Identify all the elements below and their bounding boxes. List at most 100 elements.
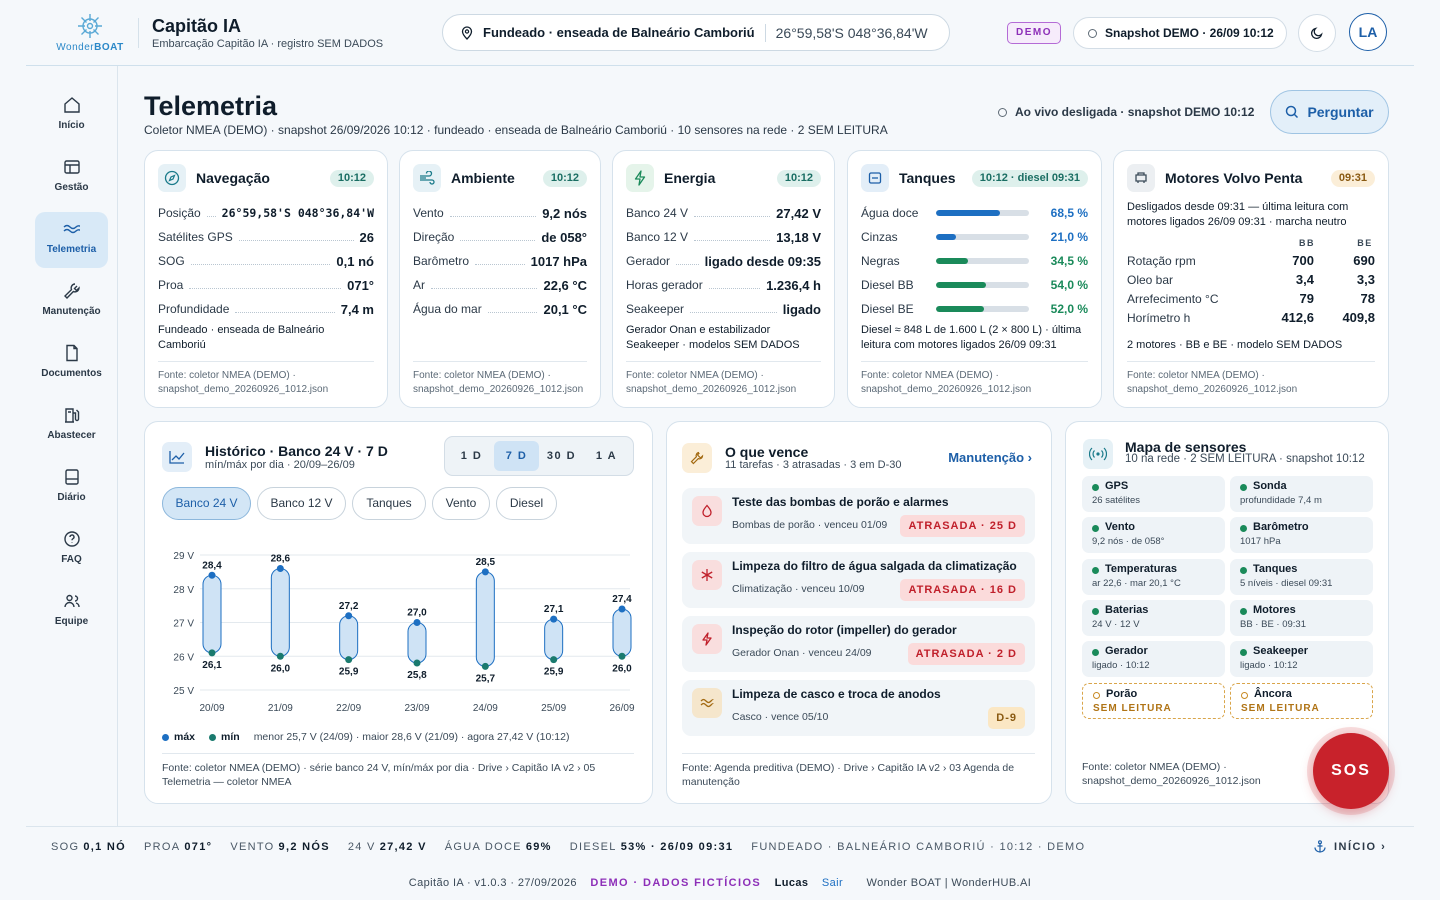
- tank-label: Cinzas: [861, 230, 898, 244]
- sidebar-item-documentos[interactable]: Documentos: [35, 336, 108, 392]
- sensor-value: SEM LEITURA: [1093, 702, 1172, 714]
- sensor-tile[interactable]: Vento 9,2 nós · de 058°: [1082, 517, 1225, 554]
- series-tab[interactable]: Banco 12 V: [257, 487, 346, 520]
- leader-dots: [431, 287, 538, 289]
- leader-dots: [238, 239, 354, 241]
- sensor-tile[interactable]: Motores BB · BE · 09:31: [1230, 599, 1373, 636]
- divider: [138, 18, 139, 48]
- tank-level-fill: [936, 234, 956, 240]
- series-tab[interactable]: Banco 24 V: [162, 487, 251, 520]
- row-label: Seakeeper: [626, 302, 685, 316]
- sidebar-item-faq[interactable]: FAQ: [35, 522, 108, 578]
- location-pill[interactable]: Fundeado · enseada de Balneário Camboriú…: [442, 14, 950, 51]
- broadcast-icon: [1083, 439, 1113, 469]
- status-dot: [1092, 484, 1099, 491]
- engine-bb-value: 700: [1292, 253, 1314, 268]
- sidebar-item-equipe[interactable]: Equipe: [35, 584, 108, 640]
- sensor-tile[interactable]: Tanques 5 níveis · diesel 09:31: [1230, 558, 1373, 595]
- task-item[interactable]: Limpeza do filtro de água salgada da cli…: [682, 552, 1035, 608]
- sensor-tile[interactable]: Seakeeper ligado · 10:12: [1230, 641, 1373, 678]
- card-header: Motores Volvo Penta 09:31: [1127, 164, 1375, 192]
- footer-user: Lucas: [774, 877, 809, 889]
- sos-button[interactable]: SOS: [1313, 733, 1389, 809]
- coordinates: 26°59,58'S 048°36,84'W: [775, 24, 928, 41]
- dark-mode-button[interactable]: [1298, 14, 1336, 52]
- tank-value: 52,0 %: [1050, 302, 1088, 316]
- task-item[interactable]: Limpeza de casco e troca de anodos Casco …: [682, 680, 1035, 736]
- card-note: Diesel ≈ 848 L de 1.600 L (2 × 800 L) · …: [861, 324, 1082, 351]
- sensor-name: Motores: [1253, 603, 1296, 616]
- row-value: 20,1 °C: [543, 301, 587, 317]
- x-tick-label: 24/09: [473, 703, 498, 714]
- maintenance-link[interactable]: Manutenção ›: [948, 450, 1032, 465]
- sidebar-item-manutenção[interactable]: Manutenção: [35, 274, 108, 330]
- min-point: [618, 652, 626, 660]
- sensor-tile[interactable]: Temperaturas ar 22,6 · mar 20,1 °C: [1082, 558, 1225, 595]
- task-subtitle: Climatização · venceu 10/09: [732, 583, 865, 595]
- task-item[interactable]: Inspeção do rotor (impeller) do gerador G…: [682, 616, 1035, 672]
- data-row: Banco 24 V 27,42 V: [626, 201, 821, 225]
- tank-icon: [861, 164, 889, 192]
- sensors-subtitle: 10 na rede · 2 SEM LEITURA · snapshot 10…: [1125, 453, 1365, 465]
- ask-button[interactable]: Perguntar: [1270, 90, 1389, 134]
- sensor-tile[interactable]: Sonda profundidade 7,4 m: [1230, 476, 1373, 512]
- chart-legend: máx mín menor 25,7 V (24/09) · maior 28,…: [162, 731, 569, 743]
- sidebar-item-início[interactable]: Início: [35, 88, 108, 144]
- logout-link[interactable]: Sair: [821, 877, 844, 889]
- series-tab[interactable]: Vento: [432, 487, 490, 520]
- sidebar-item-telemetria[interactable]: Telemetria: [35, 212, 108, 268]
- series-tab[interactable]: Diesel: [496, 487, 557, 520]
- tank-row: Cinzas 21,0 %: [861, 225, 1088, 249]
- range-7d[interactable]: 7 D: [494, 441, 539, 471]
- app-title: Capitão IA: [152, 16, 242, 36]
- home-link[interactable]: INÍCIO ›: [1314, 840, 1386, 853]
- top-header: WonderBOAT Capitão IA Embarcação Capitão…: [0, 0, 1440, 66]
- range-1d[interactable]: 1 D: [460, 450, 483, 462]
- task-title: Limpeza de casco e troca de anodos: [732, 687, 941, 701]
- map-pin-icon: [461, 25, 473, 40]
- sensor-tile[interactable]: GPS 26 satélites: [1082, 476, 1225, 512]
- sidebar-item-label: Telemetria: [46, 244, 97, 255]
- sensor-value: 5 níveis · diesel 09:31: [1240, 577, 1333, 589]
- data-row: Vento 9,2 nós: [413, 201, 587, 225]
- sensor-tile[interactable]: Gerador ligado · 10:12: [1082, 641, 1225, 678]
- page-title: Telemetria: [144, 91, 278, 121]
- max-label: 28,5: [476, 557, 496, 568]
- card-header: Ambiente 10:12: [413, 164, 587, 192]
- card-header: Energia 10:12: [626, 164, 821, 192]
- wonderboat-logo[interactable]: WonderBOAT: [52, 12, 128, 56]
- ticker-item: ÁGUA DOCE 69%: [445, 841, 552, 853]
- fuel-icon: [64, 408, 79, 423]
- max-label: 28,4: [202, 560, 222, 571]
- sidebar-item-abastecer[interactable]: Abastecer: [35, 398, 108, 454]
- sensor-tile[interactable]: Barômetro 1017 hPa: [1230, 517, 1373, 554]
- sidebar-item-gestão[interactable]: Gestão: [35, 150, 108, 206]
- sidebar-item-label: Manutenção: [42, 306, 101, 317]
- sensor-tile[interactable]: Baterias 24 V · 12 V: [1082, 599, 1225, 636]
- range-30d[interactable]: 30 D: [546, 450, 577, 462]
- task-item[interactable]: Teste das bombas de porão e alarmes Bomba…: [682, 488, 1035, 544]
- y-tick-label: 29 V: [173, 551, 194, 562]
- data-row: Banco 12 V 13,18 V: [626, 225, 821, 249]
- sensor-value: 26 satélites: [1092, 495, 1141, 506]
- max-label: 27,0: [407, 608, 427, 619]
- leader-dots: [487, 311, 538, 313]
- avatar[interactable]: LA: [1349, 13, 1387, 51]
- series-tab[interactable]: Tanques: [352, 487, 426, 520]
- journal-icon: [64, 469, 79, 485]
- status-dot: [1240, 484, 1247, 491]
- engines-card: Motores Volvo Penta 09:31 Desligados des…: [1113, 150, 1389, 408]
- max-point: [208, 571, 216, 579]
- tanks-card: Tanques 10:12 · diesel 09:31 Água doce 68…: [847, 150, 1102, 408]
- row-value: 9,2 nós: [542, 205, 587, 221]
- range-1a[interactable]: 1 A: [595, 450, 618, 462]
- wrench-icon: [682, 443, 712, 473]
- sensor-tile[interactable]: Porão SEM LEITURA: [1082, 682, 1225, 719]
- x-tick-label: 26/09: [609, 703, 634, 714]
- data-row: Horas gerador 1.236,4 h: [626, 273, 821, 297]
- snapshot-pill[interactable]: Snapshot DEMO · 26/09 10:12: [1073, 17, 1287, 49]
- sidebar-item-diário[interactable]: Diário: [35, 460, 108, 516]
- status-dot: [1092, 607, 1099, 615]
- anchor-icon: [1314, 840, 1326, 853]
- sensor-tile[interactable]: Âncora SEM LEITURA: [1230, 682, 1373, 719]
